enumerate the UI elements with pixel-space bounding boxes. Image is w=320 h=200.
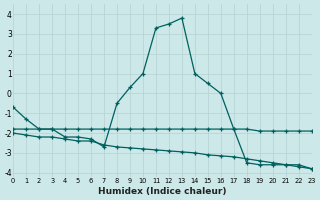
X-axis label: Humidex (Indice chaleur): Humidex (Indice chaleur) xyxy=(98,187,227,196)
